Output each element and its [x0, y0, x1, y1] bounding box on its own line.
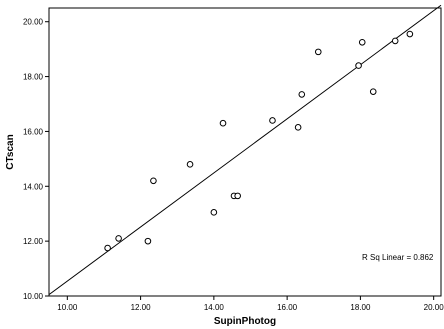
data-point [186, 161, 194, 168]
data-points [104, 30, 414, 252]
data-point [358, 38, 366, 46]
x-tick-label: 20.00 [424, 303, 444, 312]
r-squared-annotation: R Sq Linear = 0.862 [362, 253, 434, 262]
data-point [269, 117, 276, 124]
data-point [234, 192, 241, 200]
data-point [314, 48, 322, 56]
data-point [355, 62, 362, 69]
x-tick-label: 12.00 [131, 303, 152, 312]
data-point [210, 209, 218, 216]
y-axis-title: CTscan [5, 134, 16, 169]
x-axis-ticks: 10.00 12.00 14.00 16.00 18.00 20.00 [57, 296, 444, 312]
x-axis-title: SupinPhotog [214, 316, 276, 327]
x-tick-label: 16.00 [277, 303, 298, 312]
data-point [104, 244, 111, 252]
y-tick-label: 12.00 [23, 237, 44, 246]
data-point [219, 119, 227, 127]
data-point [150, 177, 157, 185]
x-tick-label: 10.00 [57, 303, 78, 312]
data-point [369, 88, 377, 95]
regression-fit-line [48, 4, 442, 296]
y-axis-ticks: 10.00 12.00 14.00 16.00 18.00 20.00 [23, 18, 49, 301]
y-tick-label: 10.00 [23, 292, 44, 301]
y-tick-label: 14.00 [23, 182, 44, 191]
x-tick-label: 14.00 [204, 303, 225, 312]
data-point [406, 30, 414, 38]
data-point [115, 235, 122, 242]
data-point [144, 237, 152, 245]
plot-area-frame [48, 7, 442, 297]
y-tick-label: 16.00 [23, 127, 44, 136]
data-point [391, 37, 399, 45]
y-tick-label: 18.00 [23, 73, 44, 82]
x-tick-label: 18.00 [350, 303, 371, 312]
y-tick-label: 20.00 [23, 18, 44, 27]
data-point [294, 124, 302, 131]
data-point [298, 91, 306, 98]
